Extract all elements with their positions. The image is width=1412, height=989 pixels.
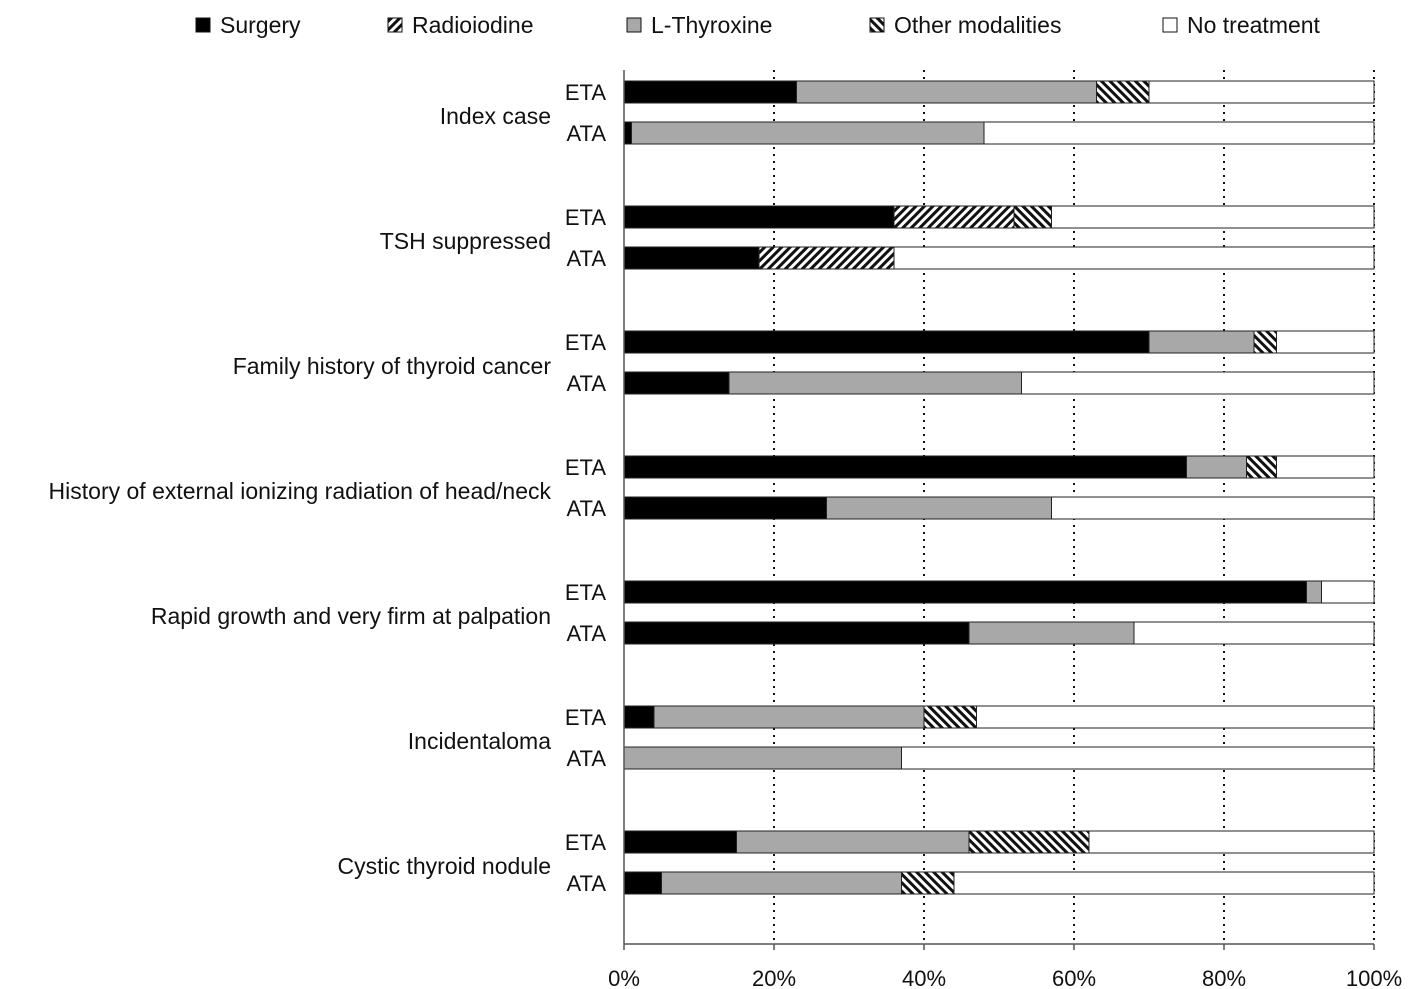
- category-label: Rapid growth and very firm at palpation: [151, 603, 551, 629]
- bar-segment-surgery: [623, 455, 1187, 479]
- chart-category-labels: ETA ATA Index case ETA ATA TSH suppressed ETA A…: [49, 80, 607, 896]
- category-label: TSH suppressed: [380, 228, 551, 254]
- bar-segment-none: [953, 871, 1375, 895]
- bar-label-eta: ETA: [565, 80, 606, 105]
- bar-segment-lthyroxine: [728, 371, 1022, 395]
- legend-label-radioiodine: Radioiodine: [412, 12, 533, 38]
- category-label: Index case: [440, 103, 551, 129]
- bar-segment-none: [1148, 80, 1375, 104]
- bar-label-eta: ETA: [565, 205, 606, 230]
- bar-segment-surgery: [623, 621, 970, 645]
- chart-gridlines: [773, 70, 1375, 944]
- bar-segment-none: [976, 705, 1375, 729]
- bar-segment-lthyroxine: [653, 705, 925, 729]
- chart-bars: [623, 80, 1375, 895]
- x-tick-label: 60%: [1052, 966, 1096, 989]
- bar-segment-none: [1276, 455, 1375, 479]
- bar-segment-lthyroxine: [631, 121, 985, 145]
- bar-segment-lthyroxine: [796, 80, 1097, 104]
- bar-segment-other: [1013, 205, 1052, 229]
- bar-label-ata: ATA: [566, 121, 606, 146]
- bar-segment-surgery: [623, 705, 655, 729]
- chart-axes: 0% 20% 40% 60% 80% 100%: [608, 70, 1402, 989]
- bar-segment-none: [893, 246, 1375, 270]
- bar-segment-lthyroxine: [736, 830, 970, 854]
- bar-segment-radioiodine: [758, 246, 895, 270]
- bar-label-ata: ATA: [566, 496, 606, 521]
- x-tick-label: 40%: [902, 966, 946, 989]
- bar-segment-surgery: [623, 496, 827, 520]
- bar-segment-lthyroxine: [623, 746, 902, 770]
- bar-segment-surgery: [623, 80, 797, 104]
- category-label: Cystic thyroid nodule: [338, 853, 552, 879]
- bar-segment-none: [983, 121, 1375, 145]
- bar-segment-none: [1133, 621, 1375, 645]
- bar-label-ata: ATA: [566, 746, 606, 771]
- legend-swatch-lthyroxine: [626, 17, 642, 33]
- bar-segment-none: [1021, 371, 1375, 395]
- bar-label-ata: ATA: [566, 621, 606, 646]
- legend-swatch-radioiodine: [387, 17, 403, 33]
- bar-segment-none: [1051, 496, 1375, 520]
- bar-segment-surgery: [623, 871, 662, 895]
- category-label: Family history of thyroid cancer: [233, 353, 552, 379]
- bar-label-eta: ETA: [565, 705, 606, 730]
- bar-segment-other: [1096, 80, 1150, 104]
- bar-segment-lthyroxine: [1148, 330, 1255, 354]
- x-tick-label: 100%: [1346, 966, 1402, 989]
- bar-segment-other: [1246, 455, 1277, 479]
- legend-label-surgery: Surgery: [220, 12, 301, 38]
- bar-label-eta: ETA: [565, 580, 606, 605]
- bar-segment-none: [901, 746, 1375, 770]
- bar-label-eta: ETA: [565, 455, 606, 480]
- bar-segment-lthyroxine: [826, 496, 1052, 520]
- bar-segment-other: [1253, 330, 1277, 354]
- bar-segment-surgery: [623, 121, 632, 145]
- x-tick-label: 20%: [752, 966, 796, 989]
- bar-segment-lthyroxine: [1306, 580, 1322, 604]
- category-label: History of external ionizing radiation o…: [49, 478, 552, 504]
- bar-segment-other: [901, 871, 955, 895]
- x-tick-label: 0%: [608, 966, 640, 989]
- x-tick-label: 80%: [1202, 966, 1246, 989]
- bar-segment-surgery: [623, 246, 760, 270]
- legend-swatch-none: [1162, 17, 1178, 33]
- bar-label-ata: ATA: [566, 371, 606, 396]
- bar-label-eta: ETA: [565, 330, 606, 355]
- legend-swatch-other: [869, 17, 885, 33]
- category-label: Incidentaloma: [408, 728, 551, 754]
- bar-segment-surgery: [623, 371, 730, 395]
- bar-segment-lthyroxine: [661, 871, 902, 895]
- legend-label-other: Other modalities: [894, 12, 1061, 38]
- bar-segment-lthyroxine: [968, 621, 1135, 645]
- bar-label-ata: ATA: [566, 871, 606, 896]
- legend-label-none: No treatment: [1187, 12, 1321, 38]
- bar-segment-radioiodine: [893, 205, 1015, 229]
- bar-segment-other: [923, 705, 977, 729]
- chart-legend: Surgery Radioiodine L-Thyroxine Other modal…: [195, 12, 1321, 38]
- bar-segment-none: [1051, 205, 1375, 229]
- bar-segment-lthyroxine: [1186, 455, 1247, 479]
- bar-segment-none: [1276, 330, 1375, 354]
- bar-segment-other: [968, 830, 1090, 854]
- bar-label-ata: ATA: [566, 246, 606, 271]
- bar-segment-surgery: [623, 205, 895, 229]
- bar-segment-none: [1321, 580, 1375, 604]
- bar-segment-none: [1088, 830, 1375, 854]
- bar-segment-surgery: [623, 580, 1307, 604]
- legend-label-lthyroxine: L-Thyroxine: [651, 12, 772, 38]
- legend-swatch-surgery: [195, 17, 211, 33]
- bar-label-eta: ETA: [565, 830, 606, 855]
- bar-segment-surgery: [623, 330, 1150, 354]
- bar-segment-surgery: [623, 830, 737, 854]
